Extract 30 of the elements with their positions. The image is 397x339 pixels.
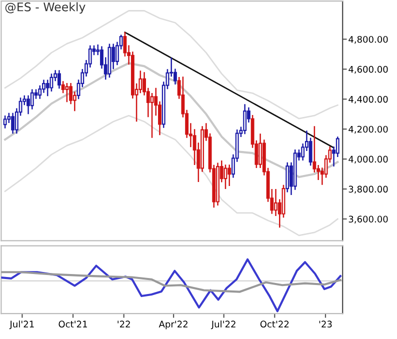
line-series xyxy=(4,62,339,178)
candlestick xyxy=(228,164,232,187)
x-tick-label: '23 xyxy=(319,320,332,328)
x-tick-label: Jul'22 xyxy=(210,320,236,330)
candlestick xyxy=(65,82,69,103)
candlestick xyxy=(26,94,30,115)
candlestick xyxy=(258,132,262,169)
y-tick-label: 4,800.00 xyxy=(348,36,388,44)
y-tick-label: 4,000.00 xyxy=(348,156,388,164)
x-tick-label: '22 xyxy=(118,320,130,328)
chart-title: @ES - Weekly xyxy=(5,2,86,14)
y-tick-label: 4,600.00 xyxy=(348,66,388,74)
x-tick-label: Jul'21 xyxy=(9,320,34,330)
y-tick-label: 3,600.00 xyxy=(348,216,388,224)
candlestick xyxy=(50,73,54,92)
line-series xyxy=(4,114,338,236)
y-tick-label: 3,800.00 xyxy=(348,186,388,194)
candlestick xyxy=(30,88,34,110)
x-tick-label: Oct'21 xyxy=(58,320,87,328)
candlestick xyxy=(11,112,15,134)
x-tick-label: Apr'22 xyxy=(158,320,188,330)
candlestick xyxy=(57,69,61,90)
candlestick xyxy=(150,92,154,139)
candlestick xyxy=(243,103,247,135)
candlestick xyxy=(274,188,278,217)
candlestick xyxy=(46,79,50,97)
x-tick-label: Oct'22 xyxy=(260,320,289,328)
y-tick-label: 4,200.00 xyxy=(348,126,388,134)
y-tick-label: 4,400.00 xyxy=(348,96,388,104)
candlestick xyxy=(3,114,7,129)
